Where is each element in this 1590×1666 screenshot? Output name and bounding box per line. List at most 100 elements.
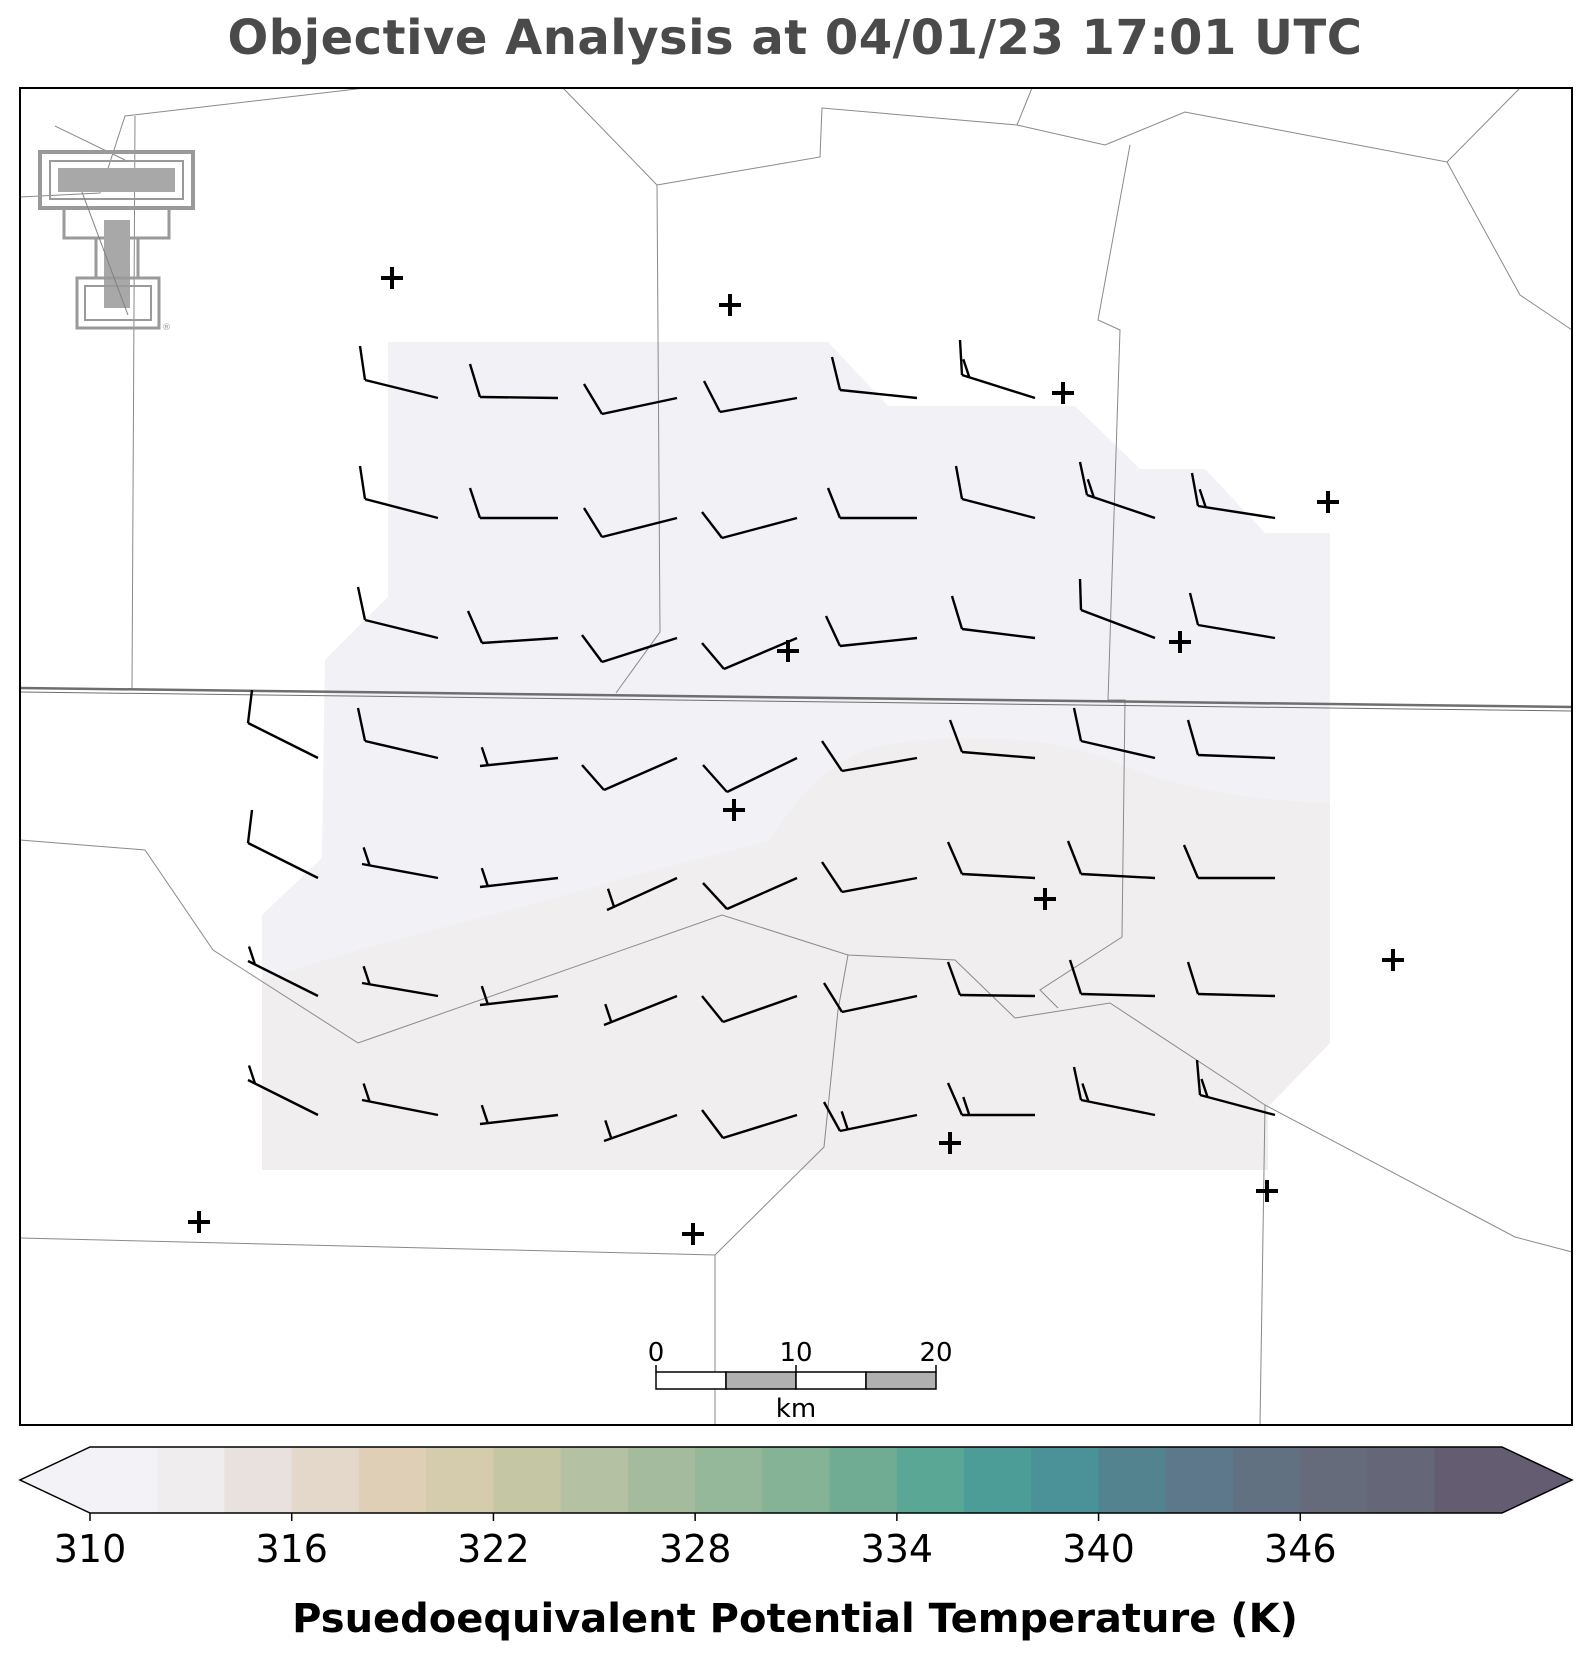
station-plus-marker: [1317, 491, 1339, 513]
wind-barb-shaft: [1197, 992, 1276, 998]
wind-barb-shaft: [1080, 608, 1156, 640]
wind-barb-flag: [356, 707, 367, 742]
wind-barb-flag: [358, 465, 367, 500]
wind-barb-shaft: [479, 756, 559, 768]
wind-barb-half-flag: [362, 1083, 371, 1102]
wind-barb-shaft: [721, 516, 798, 540]
wind-barb-flag: [356, 586, 367, 621]
wind-barb-shaft: [1080, 992, 1156, 998]
colorbar-bin: [560, 1447, 629, 1513]
colorbar-tick-label: 334: [861, 1527, 934, 1571]
wind-barb-shaft: [601, 516, 678, 539]
wind-barb-shaft: [841, 876, 918, 894]
wind-barb-shaft: [1086, 493, 1156, 520]
colorbar-bin: [695, 1447, 763, 1513]
colorbar: [18, 1446, 1574, 1514]
station-plus-marker: [1052, 382, 1074, 404]
colorbar-tick-label: 346: [1264, 1527, 1337, 1571]
wind-barb-flag: [821, 740, 843, 772]
wind-barb-flag: [468, 487, 482, 519]
wind-barb-shaft: [601, 396, 678, 416]
colorbar-bin: [627, 1447, 696, 1513]
wind-barb-flag: [246, 809, 254, 844]
station-plus-marker: [777, 640, 799, 662]
wind-barb-half-flag: [480, 746, 489, 766]
double-T-logo: ®: [38, 150, 195, 333]
wind-barb-shaft: [361, 981, 439, 998]
scale-label-20: 20: [919, 1338, 952, 1368]
station-plus-marker: [1034, 888, 1056, 910]
scale-label-0: 0: [648, 1338, 665, 1368]
wind-barb-shaft: [364, 378, 439, 400]
wind-barb-flag: [1186, 719, 1200, 756]
wind-barb-flag: [948, 719, 964, 753]
station-plus-marker: [381, 267, 403, 289]
colorbar-tick-label: 322: [457, 1527, 530, 1571]
wind-barb-flag: [946, 1082, 964, 1116]
wind-barb-flag: [1195, 1059, 1202, 1096]
colorbar-bin: [964, 1447, 1032, 1513]
scale-bar: 0 10 20 km: [648, 1338, 953, 1424]
colorbar-outline: [18, 1446, 1574, 1514]
field-region-310: [262, 342, 1330, 980]
wind-barb-half-flag: [362, 847, 371, 866]
station-plus-marker: [939, 1132, 961, 1154]
wind-barb-flag: [824, 615, 842, 647]
county-boundaries: [19, 87, 1573, 1426]
wind-barb-shaft: [961, 750, 1036, 760]
colorbar-bin: [493, 1447, 562, 1513]
wind-barb-flag: [946, 961, 962, 996]
station-plus-marker: [188, 1211, 210, 1233]
wind-barb-flag: [358, 345, 367, 381]
wind-barb-shaft: [364, 497, 439, 520]
station-plus-marker: [1256, 1180, 1278, 1202]
wind-barb-shaft: [1197, 623, 1276, 640]
wind-barb-shaft: [479, 994, 559, 1007]
wind-barb-shaft: [1197, 504, 1276, 520]
wind-barb-flag: [246, 689, 254, 724]
wind-barb-shaft: [959, 993, 1036, 998]
wind-barb-flag: [701, 642, 725, 670]
wind-barb-flag: [581, 634, 603, 663]
colorbar-bin: [1098, 1447, 1167, 1513]
wind-barb-flag: [701, 511, 723, 539]
wind-barb-half-flag: [962, 358, 971, 378]
colorbar-extend-min: [20, 1447, 90, 1513]
wind-barb-flag: [821, 861, 843, 893]
wind-barb-shaft: [961, 872, 1036, 880]
station-markers: [188, 267, 1404, 1245]
wind-barb-half-flag: [606, 888, 616, 908]
wind-barb-shaft: [601, 636, 678, 664]
wind-barb-flag: [702, 764, 728, 793]
station-plus-marker: [1382, 949, 1404, 971]
wind-barb-flag: [1190, 472, 1200, 507]
colorbar-ticks: 310 316 322 328 334 340 346: [54, 1513, 1337, 1571]
wind-barb-flag: [950, 595, 964, 630]
colorbar-bin: [762, 1447, 831, 1513]
station-plus-marker: [719, 294, 741, 316]
wind-barb-half-flag: [480, 985, 489, 1005]
wind-barb-shaft: [961, 373, 1036, 400]
wind-barb-shaft: [1080, 739, 1156, 760]
wind-barb-half-flag: [840, 1111, 849, 1130]
colorbar-label: Psuedoequivalent Potential Temperature (…: [292, 1596, 1298, 1642]
wind-barb-shaft: [726, 876, 798, 911]
wind-barb-flag: [822, 982, 844, 1013]
colorbar-bin: [829, 1447, 898, 1513]
wind-barb-shaft: [606, 876, 678, 912]
wind-barb-shaft: [603, 994, 678, 1027]
wind-barb-shaft: [481, 636, 559, 645]
colorbar-tick-label: 340: [1062, 1527, 1135, 1571]
wind-barb-flag: [946, 841, 964, 875]
wind-barb-shaft: [1080, 872, 1156, 880]
colorbar-tick-label: 316: [255, 1527, 328, 1571]
colorbar-bin: [1165, 1447, 1234, 1513]
colorbar-tick-label: 328: [659, 1527, 732, 1571]
wind-barb-half-flag: [1086, 478, 1095, 498]
wind-barb-half-flag: [962, 1096, 971, 1116]
wind-barb-shaft: [247, 721, 319, 760]
wind-barb-half-flag: [362, 965, 371, 985]
wind-barb-flag: [581, 764, 605, 791]
wind-barb-shaft: [361, 1098, 439, 1117]
wind-barb-half-flag: [1200, 1078, 1209, 1098]
